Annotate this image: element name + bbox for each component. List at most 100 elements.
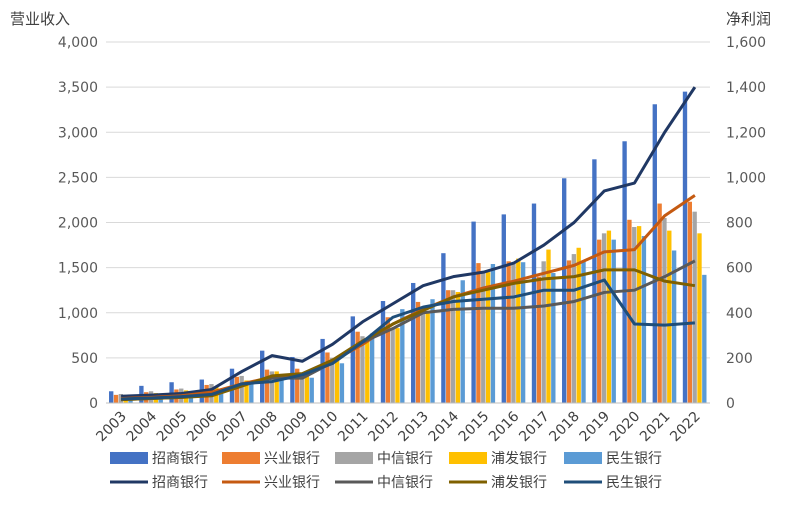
x-tick-label: 2017 [516, 409, 553, 446]
bar [385, 317, 390, 403]
x-tick-label: 2006 [184, 408, 221, 445]
bar [667, 230, 672, 403]
left-axis-title: 营业收入 [10, 10, 70, 28]
bar [295, 368, 300, 403]
bar [290, 356, 295, 403]
bar [571, 254, 577, 403]
bar [592, 159, 597, 403]
bar [597, 239, 602, 403]
bar [299, 373, 305, 403]
legend-bar-label: 中信银行 [377, 451, 433, 467]
bar [476, 263, 481, 403]
bar [264, 369, 270, 403]
bar [506, 261, 511, 403]
bar [380, 301, 386, 403]
bar [520, 262, 526, 403]
bar [411, 282, 416, 403]
right-tick-label: 1,600 [726, 35, 766, 51]
legend-bar-label: 浦发银行 [491, 451, 547, 467]
bar [339, 363, 345, 403]
right-axis-title: 净利润 [726, 10, 771, 28]
bar [325, 352, 330, 403]
bar [516, 258, 521, 403]
bar [652, 104, 657, 404]
bar [355, 331, 360, 403]
legend-bar-label: 招商银行 [152, 451, 208, 467]
bar [692, 211, 697, 403]
right-tick-label: 1,200 [726, 125, 766, 141]
bar [601, 233, 607, 403]
bar [390, 328, 395, 403]
bar [576, 247, 581, 403]
right-tick-label: 600 [726, 261, 753, 277]
x-tick-label: 2003 [93, 409, 130, 446]
bar [441, 253, 446, 403]
bar [632, 227, 637, 403]
left-tick-label: 3,000 [58, 125, 98, 141]
right-tick-label: 1,400 [726, 80, 766, 96]
x-tick-label: 2020 [607, 409, 644, 446]
x-tick-label: 2022 [667, 409, 704, 446]
bar [269, 371, 275, 403]
bar [304, 372, 310, 403]
bar [244, 380, 249, 403]
x-tick-label: 2014 [426, 408, 463, 445]
bar [320, 338, 325, 403]
bar [415, 301, 421, 403]
x-tick-label: 2009 [275, 409, 312, 446]
left-tick-label: 3,500 [58, 80, 98, 96]
x-tick-label: 2010 [305, 409, 342, 446]
x-tick-label: 2021 [637, 409, 674, 446]
bar [702, 274, 707, 403]
bar [581, 261, 586, 403]
bar-series-layer [109, 91, 707, 404]
bar [239, 375, 244, 403]
bar [687, 201, 692, 403]
left-tick-label: 500 [71, 351, 98, 367]
bar [531, 203, 537, 403]
series-line [121, 86, 697, 398]
legend-line-label: 兴业银行 [264, 475, 320, 491]
bar [360, 336, 365, 403]
bar [113, 394, 119, 403]
bar [606, 230, 612, 403]
bar [118, 393, 124, 403]
bar [536, 276, 541, 403]
bar [657, 203, 662, 403]
bar [330, 357, 335, 404]
legend-bar-label: 兴业银行 [264, 451, 320, 467]
left-tick-label: 4,000 [58, 35, 98, 51]
right-tick-label: 1,000 [726, 170, 766, 186]
bar [546, 249, 551, 403]
legend-bar-swatch [335, 452, 373, 464]
series-line [121, 278, 696, 401]
bar [334, 357, 340, 404]
bar [471, 221, 476, 403]
bar [274, 371, 279, 403]
bar [420, 308, 426, 403]
right-tick-label: 800 [726, 216, 753, 232]
gridlines [106, 41, 710, 404]
bar [430, 299, 435, 403]
legend-bar-swatch [222, 452, 260, 464]
bar [636, 226, 642, 403]
left-tick-label: 0 [89, 396, 98, 412]
x-tick-label: 2004 [124, 408, 161, 445]
bar [697, 233, 702, 403]
x-tick-label: 2007 [214, 409, 251, 446]
bar [541, 261, 546, 403]
bar [395, 328, 400, 403]
bar [400, 309, 405, 403]
legend-bar-label: 民生银行 [606, 451, 662, 467]
bar [481, 272, 486, 403]
bar [365, 340, 370, 403]
x-tick-label: 2005 [154, 409, 191, 446]
x-tick-label: 2018 [546, 409, 583, 446]
bar [622, 141, 627, 403]
left-tick-label: 1,500 [58, 261, 98, 277]
bar [369, 333, 375, 403]
legend-bar-swatch [564, 452, 602, 464]
bar [455, 291, 461, 403]
